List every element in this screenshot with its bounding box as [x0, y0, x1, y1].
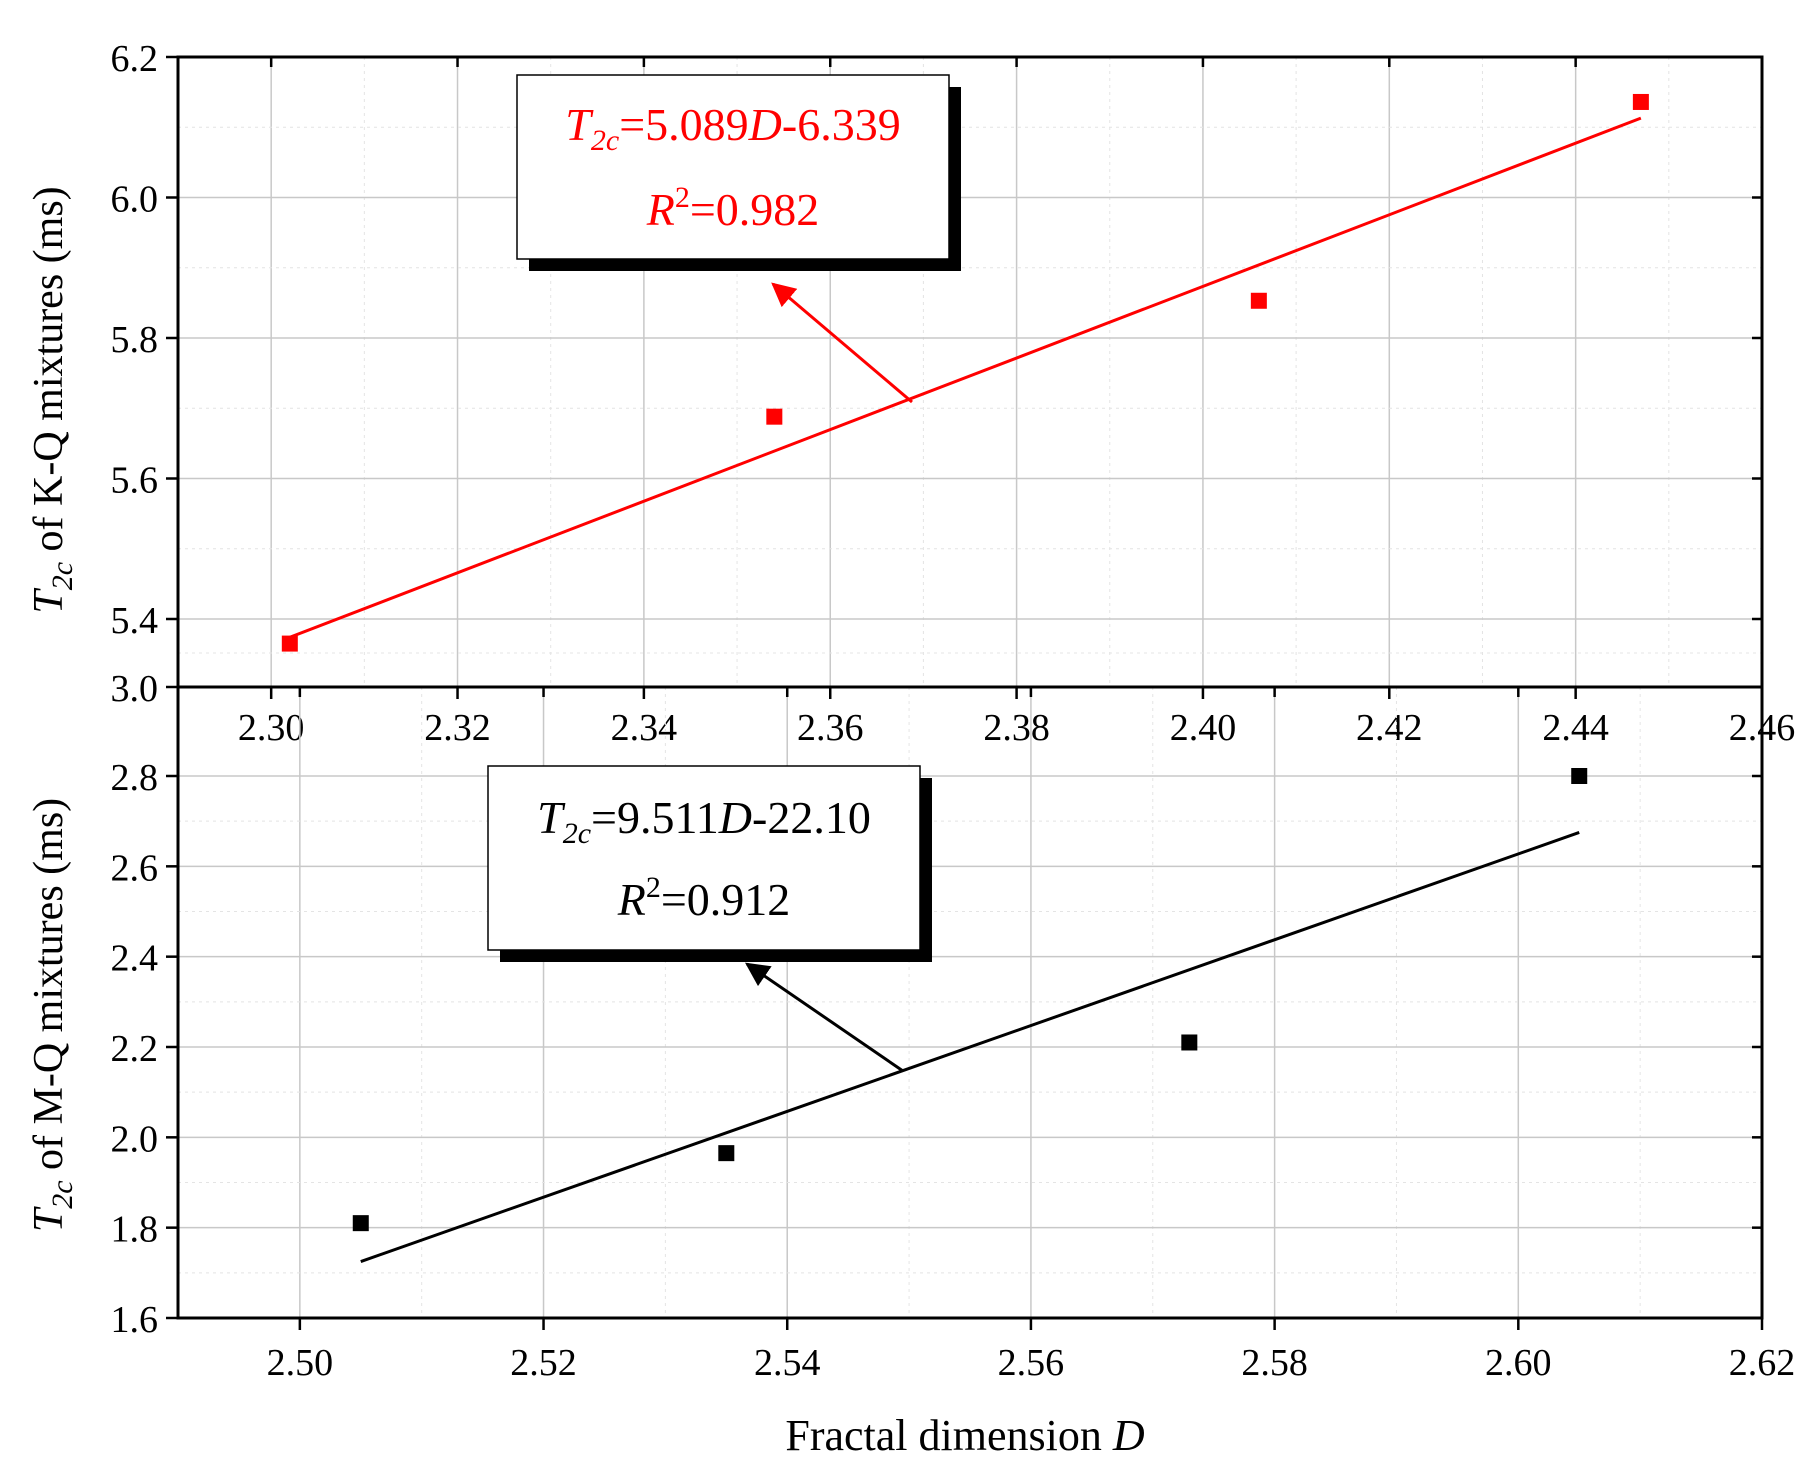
- y-tick-label: 2.0: [111, 1118, 159, 1160]
- x-tick-label: 2.32: [424, 707, 491, 749]
- x-tick-label: 2.40: [1170, 707, 1237, 749]
- x-tick-label: 2.62: [1729, 1342, 1796, 1384]
- y-tick-label: 2.4: [111, 938, 159, 980]
- y-tick-label: 1.6: [111, 1299, 159, 1341]
- x-axis-label: Fractal dimension D: [785, 1411, 1145, 1460]
- y-tick-label: 6.0: [111, 179, 159, 221]
- bottom-annotation-box: [487, 765, 921, 951]
- data-point: [1181, 1034, 1198, 1051]
- top-equation: T2c=5.089D-6.339: [565, 99, 900, 157]
- bottom-annotation-arrow: [745, 962, 904, 1073]
- bottom-panel: 1.6 1.8 2.0 2.2 2.4 2.6 2.8 2.50 2.52 2.54 2.56 2.5…: [111, 685, 1796, 1384]
- x-tick-label: 2.34: [611, 707, 678, 749]
- top-r2: R2=0.982: [646, 181, 820, 235]
- x-tick-label: 2.60: [1485, 1342, 1552, 1384]
- top-y-axis-label: T2c of K-Q mixtures (ms): [26, 186, 79, 613]
- y-tick-label: 6.2: [111, 38, 159, 80]
- y-tick-label: 5.6: [111, 460, 159, 502]
- bottom-y-axis-label: T2c of M-Q mixtures (ms): [26, 798, 79, 1232]
- bottom-r2: R2=0.912: [617, 871, 791, 925]
- x-tick-label: 2.50: [267, 1342, 334, 1384]
- y-tick-label: 5.8: [111, 319, 159, 361]
- x-tick-label: 2.38: [983, 707, 1050, 749]
- x-tick-label: 2.36: [797, 707, 864, 749]
- plot-frame: [176, 685, 1764, 1320]
- data-point: [281, 635, 298, 652]
- y-tick-label: 2.6: [111, 847, 159, 889]
- x-tick-label: 2.44: [1542, 707, 1609, 749]
- x-tick-label: 2.58: [1241, 1342, 1308, 1384]
- fit-line: [289, 116, 1642, 639]
- data-point: [1632, 93, 1649, 110]
- data-point: [1571, 768, 1588, 784]
- top-annotation: T2c=5.089D-6.339 R2=0.982: [516, 74, 961, 404]
- y-tick-label: 2.8: [111, 757, 159, 799]
- data-point: [718, 1145, 735, 1162]
- x-tick-label: 2.42: [1356, 707, 1423, 749]
- x-tick-label: 2.30: [238, 707, 305, 749]
- bottom-equation: T2c=9.511D-22.10: [537, 792, 871, 850]
- top-annotation-arrow: [771, 282, 913, 404]
- bottom-annotation: T2c=9.511D-22.10 R2=0.912: [487, 765, 932, 1073]
- x-tick-label: 2.54: [754, 1342, 821, 1384]
- plot-frame: [176, 55, 1764, 689]
- y-tick-label-break: 3.0: [111, 668, 159, 710]
- data-point: [1250, 292, 1267, 309]
- y-tick-label: 5.4: [111, 600, 159, 642]
- top-annotation-box: [516, 74, 950, 260]
- fit-line: [360, 831, 1580, 1263]
- data-point: [766, 408, 783, 425]
- x-tick-label: 2.52: [510, 1342, 577, 1384]
- data-point: [352, 1215, 369, 1232]
- y-tick-label: 2.2: [111, 1028, 159, 1070]
- y-tick-label: 1.8: [111, 1209, 159, 1251]
- x-tick-label: 2.56: [998, 1342, 1065, 1384]
